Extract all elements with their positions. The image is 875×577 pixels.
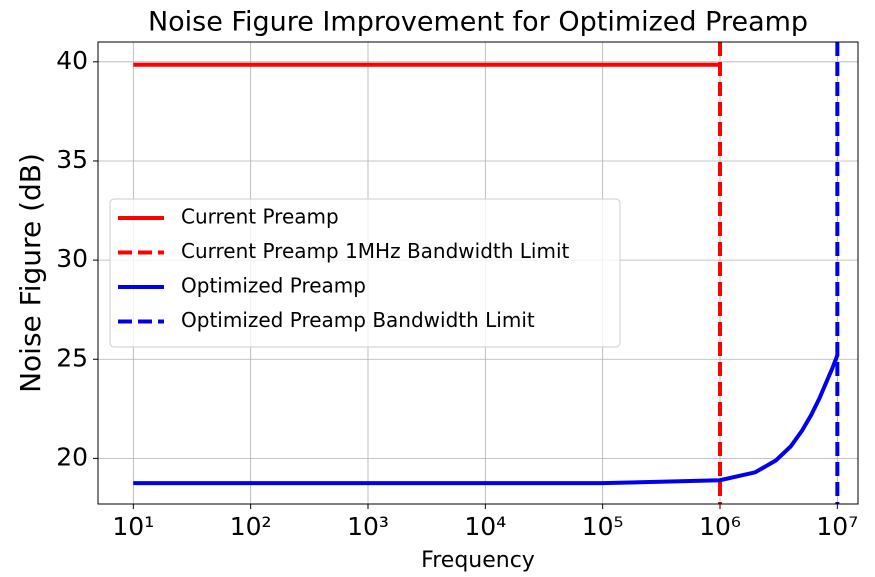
x-tick-label: 10⁶ — [699, 512, 741, 541]
y-tick-label: 40 — [56, 46, 88, 75]
x-axis-label: Frequency — [421, 548, 535, 573]
y-tick-label: 35 — [56, 145, 88, 174]
legend-label: Current Preamp — [181, 205, 339, 229]
legend: Current Preamp Current Preamp 1MHz Bandwi… — [109, 198, 621, 348]
legend-label: Optimized Preamp — [181, 274, 366, 298]
y-tick-label: 25 — [56, 343, 88, 372]
legend-label: Optimized Preamp Bandwidth Limit — [181, 308, 535, 332]
chart-title: Noise Figure Improvement for Optimized P… — [148, 7, 808, 38]
series-line — [133, 354, 840, 486]
x-tick-label: 10¹ — [112, 512, 154, 541]
y-tick-label: 30 — [56, 244, 88, 273]
plot-frame — [97, 41, 859, 505]
legend-label: Current Preamp 1MHz Bandwidth Limit — [181, 239, 570, 263]
x-tick-label: 10² — [230, 512, 272, 541]
x-tick-label: 10⁷ — [816, 512, 858, 541]
y-tick-label: 20 — [56, 442, 88, 471]
x-tick-label: 10⁴ — [464, 512, 506, 541]
x-tick-label: 10⁵ — [582, 512, 624, 541]
x-tick-label: 10³ — [347, 512, 389, 541]
legend-box — [109, 198, 621, 348]
y-axis-label: Noise Figure (dB) — [14, 153, 47, 393]
